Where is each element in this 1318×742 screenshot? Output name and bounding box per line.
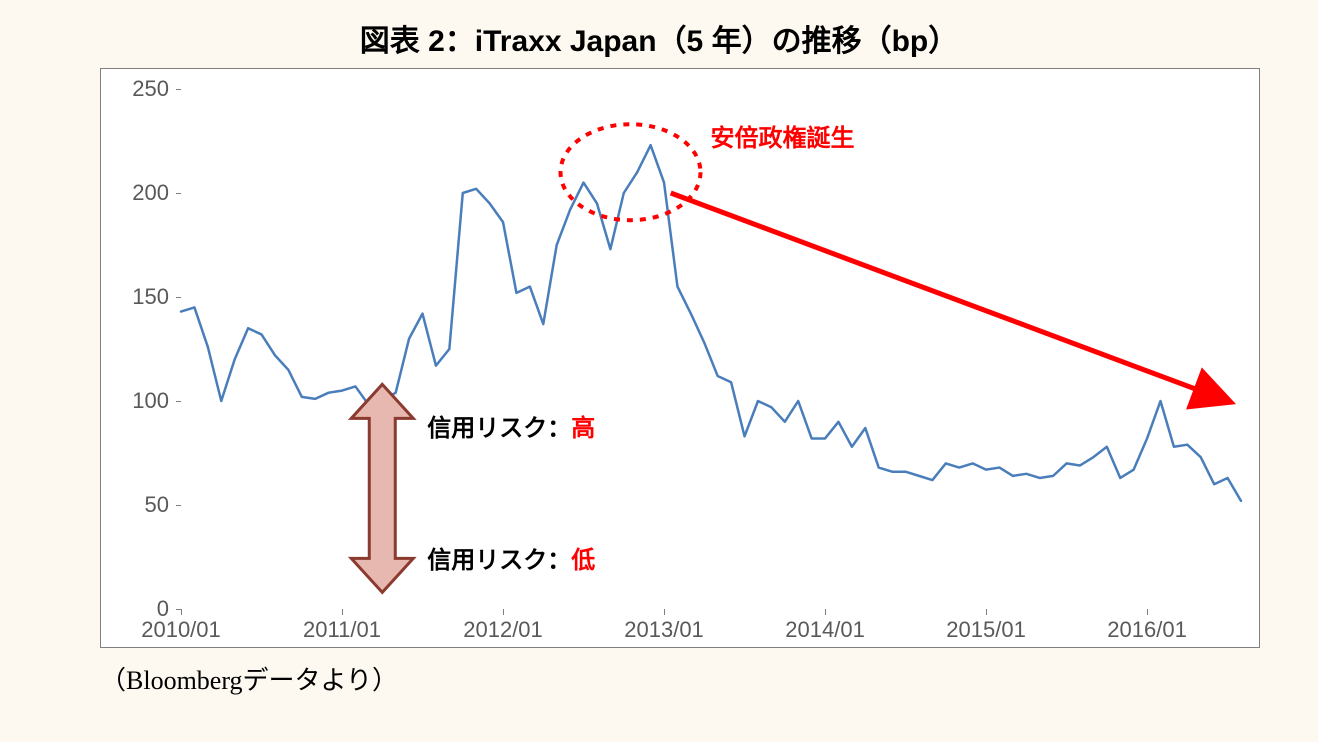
source-note: （Bloombergデータより） (100, 660, 1278, 697)
x-tick-label: 2010/01 (141, 617, 221, 643)
x-tick-mark (825, 609, 826, 615)
y-tick-label: 150 (109, 284, 169, 310)
x-tick-label: 2016/01 (1107, 617, 1187, 643)
risk-low-suffix: 低 (571, 547, 595, 574)
plot-frame: 050100150200250 2010/012011/012012/01201… (100, 68, 1260, 648)
risk-low-label: 信用リスク：低 (427, 540, 595, 575)
x-tick-label: 2012/01 (463, 617, 543, 643)
x-tick-label: 2015/01 (946, 617, 1026, 643)
y-tick-label: 200 (109, 180, 169, 206)
x-tick-mark (986, 609, 987, 615)
risk-high-prefix: 信用リスク： (427, 415, 571, 442)
abe-label: 安倍政権誕生 (710, 118, 854, 153)
x-tick-mark (1147, 609, 1148, 615)
chart-svg (181, 89, 1241, 609)
chart-title: 図表 2：iTraxx Japan（5 年）の推移（bp） (40, 16, 1278, 60)
x-tick-label: 2013/01 (624, 617, 704, 643)
abe-trend-arrow (671, 193, 1228, 401)
x-tick-mark (664, 609, 665, 615)
y-tick-label: 100 (109, 388, 169, 414)
x-tick-label: 2014/01 (785, 617, 865, 643)
y-tick-label: 50 (109, 492, 169, 518)
series-line (181, 145, 1241, 501)
abe-ellipse-annotation (560, 124, 700, 220)
risk-low-prefix: 信用リスク： (427, 547, 571, 574)
risk-high-label: 信用リスク：高 (427, 408, 595, 443)
risk-high-suffix: 高 (571, 415, 595, 442)
y-tick-label: 250 (109, 76, 169, 102)
x-tick-mark (181, 609, 182, 615)
plot-area: 安倍政権誕生 信用リスク：高 信用リスク：低 (181, 89, 1241, 609)
x-tick-mark (342, 609, 343, 615)
x-tick-mark (503, 609, 504, 615)
risk-double-arrow-icon (351, 384, 413, 592)
x-tick-label: 2011/01 (303, 617, 381, 643)
